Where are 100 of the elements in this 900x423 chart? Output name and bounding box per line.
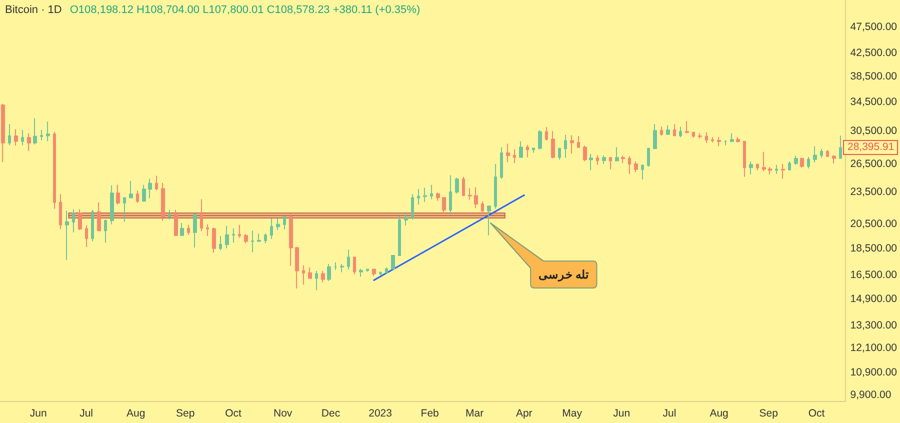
candlestick (379, 270, 382, 276)
candlestick (257, 233, 261, 243)
candlestick (730, 132, 734, 143)
x-tick-label: Jun (613, 408, 630, 420)
candlestick (807, 156, 810, 169)
candlestick (142, 184, 146, 202)
y-tick-label: 38,500.00 (850, 70, 898, 82)
candlestick (596, 154, 599, 166)
annotation: تله خرسی (538, 268, 590, 283)
candlestick (276, 218, 280, 230)
candlestick (794, 155, 798, 166)
candlestick (743, 140, 746, 178)
candlestick (519, 140, 523, 158)
candlestick (839, 135, 842, 160)
candlestick (270, 218, 273, 240)
candlestick (417, 188, 420, 205)
candlestick (238, 224, 241, 238)
candlestick (526, 144, 529, 158)
candlestick (577, 136, 580, 148)
candlestick (462, 176, 465, 197)
candlestick (832, 154, 836, 164)
candlestick (551, 130, 555, 159)
candlestick (404, 211, 408, 226)
y-tick-label: 9,900.00 (850, 389, 892, 401)
candlestick (589, 154, 593, 171)
candlestick (232, 228, 235, 244)
y-tick-label: 16,500.00 (850, 269, 898, 282)
candlestick (251, 230, 254, 253)
y-tick-label: 34,500.00 (850, 96, 898, 108)
candlestick (788, 160, 791, 171)
candlestick (666, 124, 670, 136)
candlestick (756, 163, 759, 171)
candlestick (366, 268, 369, 272)
candlestick (481, 200, 484, 212)
candlestick (289, 212, 293, 266)
candlestick (212, 227, 216, 254)
candlestick (40, 129, 43, 141)
x-tick-label: Dec (321, 408, 340, 420)
x-tick-label: Sep (759, 408, 778, 420)
candlestick (500, 146, 503, 180)
x-tick-label: May (562, 408, 583, 420)
candlestick (264, 233, 267, 244)
candlestick (340, 264, 344, 273)
candlestick (423, 187, 427, 202)
chart-subtitle: O108,198.12 H108,704.00 L107,800.01 C108,578.23 +380.11 (+0.35%) (70, 4, 420, 16)
candlestick (628, 156, 631, 174)
x-tick-label: Feb (420, 408, 440, 420)
candlestick (14, 128, 18, 146)
candlestick (123, 196, 126, 222)
candlestick (148, 178, 152, 199)
candlestick (129, 180, 133, 199)
x-tick-label: Aug (126, 408, 146, 420)
candlestick (430, 184, 433, 200)
x-tick-label: Jul (80, 408, 94, 420)
candlestick (116, 184, 120, 205)
candlestick (110, 184, 114, 225)
candlestick (609, 156, 612, 170)
candlestick (506, 143, 510, 163)
candlestick (353, 256, 356, 275)
candlestick (436, 192, 440, 202)
candlestick (174, 209, 178, 236)
candlestick (532, 147, 535, 154)
candlestick (33, 118, 37, 145)
candlestick (468, 188, 472, 200)
x-tick-label: Apr (516, 408, 533, 420)
y-tick-label: 23,500.00 (850, 186, 898, 198)
candlestick (53, 131, 56, 210)
y-tick-label: 18,500.00 (850, 242, 898, 254)
candlestick (225, 225, 229, 249)
candlestick (813, 146, 817, 163)
chart-title: Bitcoin · 1D (5, 4, 62, 16)
candlestick (673, 124, 676, 137)
candlestick (161, 182, 165, 222)
candlestick (72, 208, 75, 233)
candlestick (219, 235, 222, 251)
candlestick (442, 196, 446, 214)
candlestick (564, 134, 567, 158)
candlestick (59, 194, 62, 230)
x-tick-label: 2023 (368, 408, 392, 420)
x-tick-label: Sep (176, 408, 195, 420)
candlestick (781, 163, 785, 180)
candlestick (474, 186, 478, 209)
y-tick-label: 14,900.00 (850, 293, 898, 306)
candlestick (558, 147, 561, 160)
candlestick (660, 126, 663, 136)
candlestick (97, 202, 101, 232)
candlestick (347, 249, 350, 270)
candlestick (717, 136, 721, 147)
candlestick (545, 126, 548, 141)
candlestick (295, 246, 299, 289)
candlestick (308, 266, 312, 280)
x-tick-label: Oct (225, 408, 242, 420)
candlestick (193, 213, 197, 248)
candlestick (634, 160, 638, 173)
candlestick (775, 164, 778, 174)
candlestick (302, 264, 305, 286)
candlestick (91, 209, 94, 242)
candlestick (538, 130, 542, 150)
candlestick (800, 158, 804, 168)
candlestick (768, 166, 772, 175)
